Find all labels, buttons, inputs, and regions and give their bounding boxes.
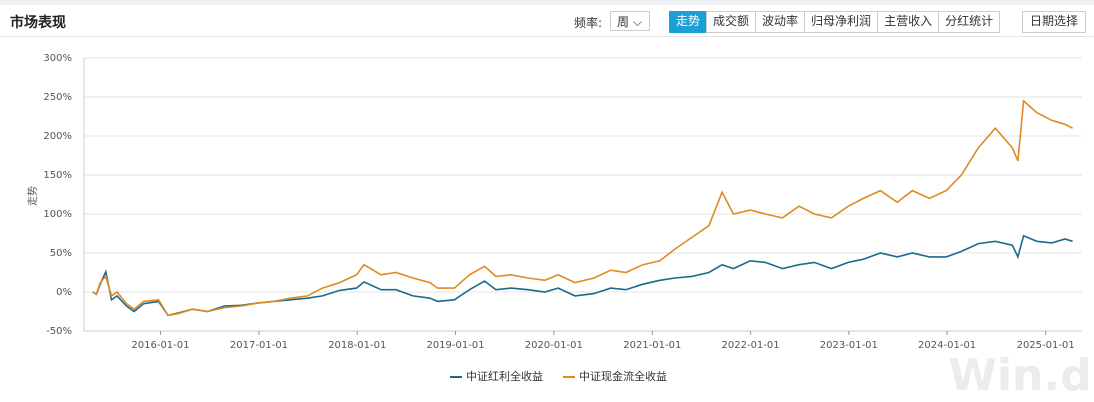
freq-label: 频率: [574, 16, 603, 30]
series-line [92, 99, 1073, 317]
tabs: 走势 成交额 波动率 归母净利润 主营收入 分红统计 [669, 11, 1001, 33]
y-tick-label: 50% [50, 248, 72, 259]
date-button[interactable]: 日期选择 [1022, 11, 1087, 33]
top-bar [0, 0, 1094, 5]
y-tick-label: 150% [43, 170, 72, 181]
x-tick-label: 2023-01-01 [820, 340, 878, 351]
x-tick-label: 2025-01-01 [1017, 340, 1075, 351]
legend-label: 中证现金流全收益 [579, 369, 667, 383]
x-tick-label: 2022-01-01 [722, 340, 780, 351]
x-tick-label: 2024-01-01 [918, 340, 976, 351]
y-tick-label: 250% [43, 92, 72, 103]
divider [0, 36, 1094, 37]
tab[interactable]: 走势 [669, 11, 708, 33]
series-line [92, 234, 1073, 317]
y-tick-label: 0% [56, 287, 72, 298]
section-title: 市场表现 [10, 15, 66, 31]
tab[interactable]: 分红统计 [938, 11, 1001, 33]
freq-value: 周 [617, 15, 630, 29]
watermark: Win.d [948, 350, 1091, 401]
y-tick-label: 300% [43, 53, 72, 64]
y-tick-label: 100% [43, 209, 72, 220]
freq-select[interactable]: 周 ⌵ [610, 11, 650, 31]
x-tick-label: 2020-01-01 [525, 340, 583, 351]
legend-label: 中证红利全收益 [466, 369, 543, 383]
x-tick-label: 2017-01-01 [230, 340, 288, 351]
x-tick-label: 2016-01-01 [131, 340, 189, 351]
x-tick-label: 2021-01-01 [623, 340, 681, 351]
x-tick-label: 2018-01-01 [328, 340, 386, 351]
y-axis-label: 走势 [26, 186, 39, 206]
x-tick-label: 2019-01-01 [426, 340, 484, 351]
y-tick-label: -50% [46, 326, 72, 337]
y-tick-label: 200% [43, 131, 72, 142]
